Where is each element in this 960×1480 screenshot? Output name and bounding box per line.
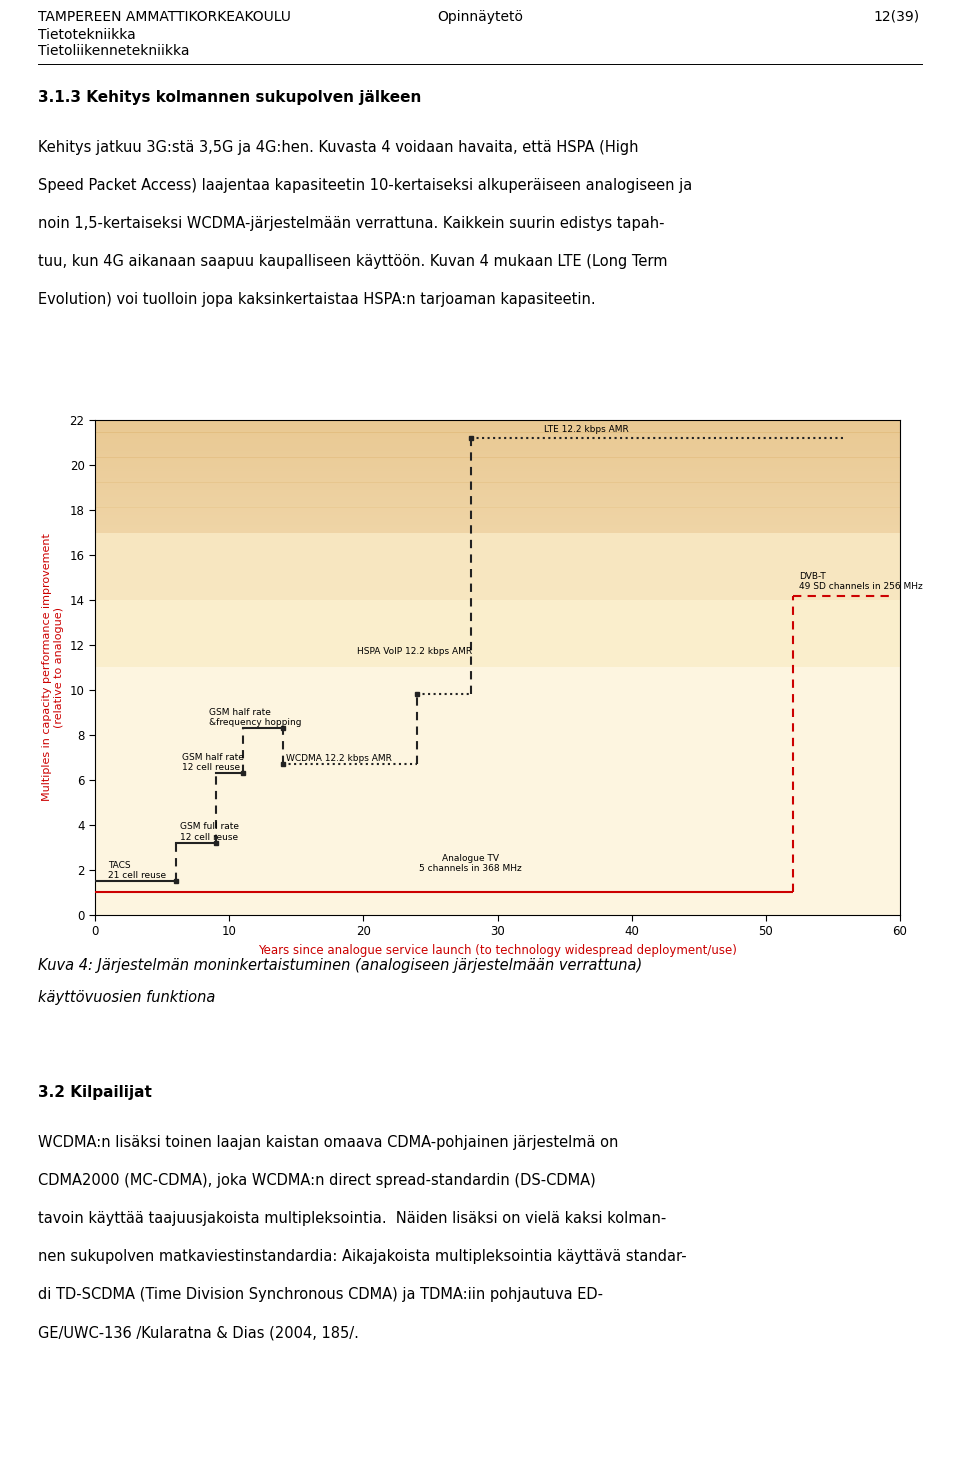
Text: GE/UWC-136 /Kularatna & Dias (2004, 185/.: GE/UWC-136 /Kularatna & Dias (2004, 185/…: [38, 1325, 359, 1339]
Text: di TD-SCDMA (Time Division Synchronous CDMA) ja TDMA:iin pohjautuva ED-: di TD-SCDMA (Time Division Synchronous C…: [38, 1288, 603, 1302]
Bar: [95, 599, 900, 667]
Text: GSM half rate
12 cell reuse: GSM half rate 12 cell reuse: [182, 753, 244, 773]
Text: tavoin käyttää taajuusjakoista multipleksointia.  Näiden lisäksi on vielä kaksi : tavoin käyttää taajuusjakoista multiplek…: [38, 1211, 666, 1225]
Text: Tietoliikennetekniikka: Tietoliikennetekniikka: [38, 44, 189, 58]
Text: 12(39): 12(39): [874, 10, 920, 24]
Text: GSM full rate
12 cell reuse: GSM full rate 12 cell reuse: [180, 823, 238, 842]
Text: noin 1,5-kertaiseksi WCDMA-järjestelmään verrattuna. Kaikkein suurin edistys tap: noin 1,5-kertaiseksi WCDMA-järjestelmään…: [38, 216, 664, 231]
Text: TACS
21 cell reuse: TACS 21 cell reuse: [108, 861, 166, 881]
Text: tuu, kun 4G aikanaan saapuu kaupalliseen käyttöön. Kuvan 4 mukaan LTE (Long Term: tuu, kun 4G aikanaan saapuu kaupalliseen…: [38, 255, 667, 269]
Text: GSM half rate
&frequency hopping: GSM half rate &frequency hopping: [209, 707, 301, 727]
Text: Opinnäytetö: Opinnäytetö: [437, 10, 523, 24]
X-axis label: Years since analogue service launch (to technology widespread deployment/use): Years since analogue service launch (to …: [258, 944, 737, 958]
Text: käyttövuosien funktiona: käyttövuosien funktiona: [38, 990, 215, 1005]
Text: Kehitys jatkuu 3G:stä 3,5G ja 4G:hen. Kuvasta 4 voidaan havaita, että HSPA (High: Kehitys jatkuu 3G:stä 3,5G ja 4G:hen. Ku…: [38, 141, 638, 155]
Text: WCDMA:n lisäksi toinen laajan kaistan omaava CDMA-pohjainen järjestelmä on: WCDMA:n lisäksi toinen laajan kaistan om…: [38, 1135, 618, 1150]
Text: Evolution) voi tuolloin jopa kaksinkertaistaa HSPA:n tarjoaman kapasiteetin.: Evolution) voi tuolloin jopa kaksinkerta…: [38, 292, 595, 306]
Bar: [95, 533, 900, 599]
Text: WCDMA 12.2 kbps AMR: WCDMA 12.2 kbps AMR: [285, 755, 392, 764]
Text: CDMA2000 (MC-CDMA), joka WCDMA:n direct spread-standardin (DS-CDMA): CDMA2000 (MC-CDMA), joka WCDMA:n direct …: [38, 1174, 596, 1188]
Y-axis label: Multiples in capacity performance improvement
(relative to analogue): Multiples in capacity performance improv…: [42, 534, 64, 802]
Text: 3.2 Kilpailijat: 3.2 Kilpailijat: [38, 1085, 152, 1100]
Text: HSPA VoIP 12.2 kbps AMR: HSPA VoIP 12.2 kbps AMR: [356, 647, 471, 656]
Text: Kuva 4: Järjestelmän moninkertaistuminen (analogiseen järjestelmään verrattuna): Kuva 4: Järjestelmän moninkertaistuminen…: [38, 958, 642, 972]
Text: TAMPEREEN AMMATTIKORKEAKOULU: TAMPEREEN AMMATTIKORKEAKOULU: [38, 10, 291, 24]
Text: LTE 12.2 kbps AMR: LTE 12.2 kbps AMR: [544, 425, 629, 434]
Text: nen sukupolven matkaviestinstandardia: Aikajakoista multipleksointia käyttävä st: nen sukupolven matkaviestinstandardia: A…: [38, 1249, 686, 1264]
Text: Analogue TV
5 channels in 368 MHz: Analogue TV 5 channels in 368 MHz: [420, 854, 522, 873]
Text: Tietotekniikka: Tietotekniikka: [38, 28, 135, 41]
Text: Speed Packet Access) laajentaa kapasiteetin 10-kertaiseksi alkuperäiseen analogi: Speed Packet Access) laajentaa kapasitee…: [38, 178, 692, 192]
Text: DVB-T
49 SD channels in 256 MHz: DVB-T 49 SD channels in 256 MHz: [800, 571, 924, 591]
Text: 3.1.3 Kehitys kolmannen sukupolven jälkeen: 3.1.3 Kehitys kolmannen sukupolven jälke…: [38, 90, 421, 105]
Bar: [95, 420, 900, 533]
